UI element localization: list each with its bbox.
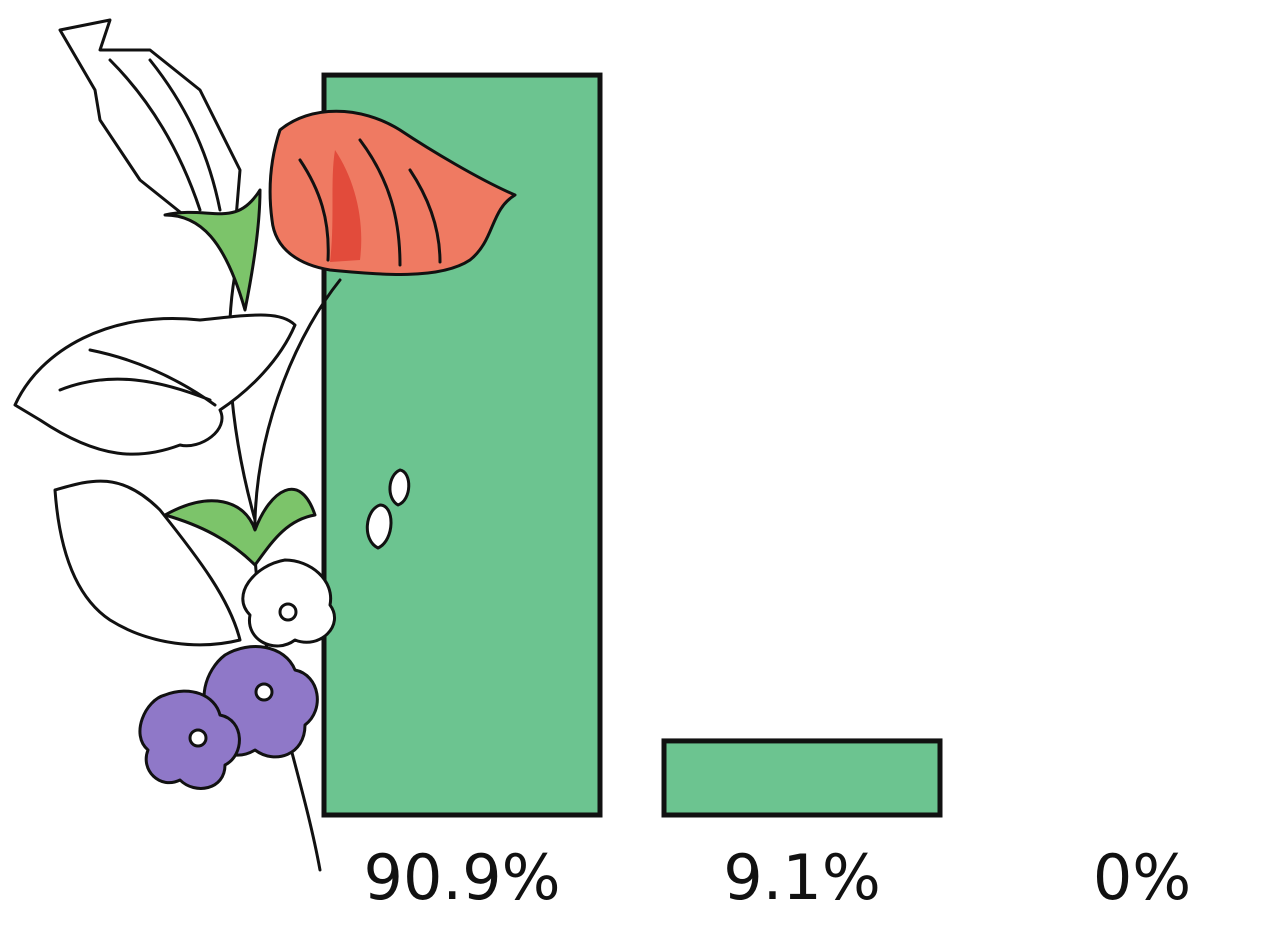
- flower-illustration: [13, 18, 517, 872]
- bar: [661, 738, 943, 818]
- value-label: 90.9%: [364, 841, 561, 914]
- value-label: 0%: [1093, 841, 1191, 914]
- value-label: 9.1%: [723, 841, 881, 914]
